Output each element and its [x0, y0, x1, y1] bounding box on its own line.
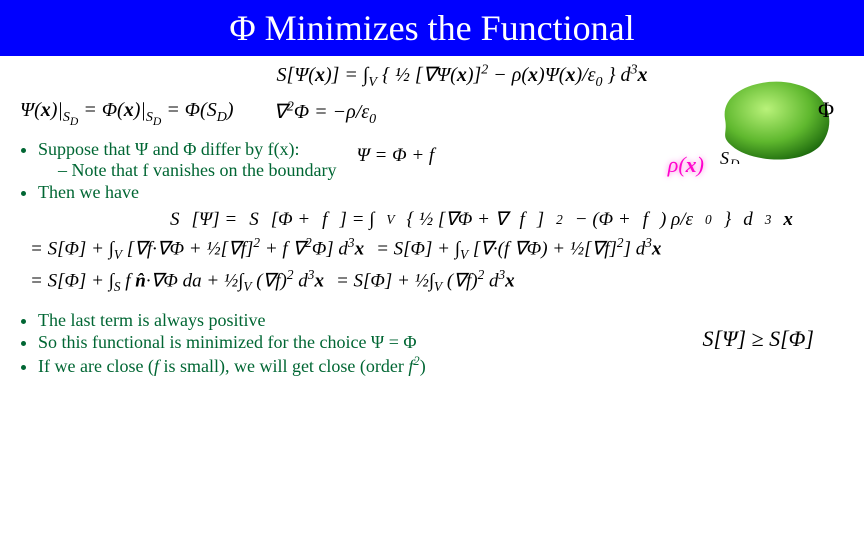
title-bar: Φ Minimizes the Functional	[0, 0, 864, 56]
svg-text:D: D	[729, 156, 740, 164]
eq-expand-3: = S[Φ] + ∫S f n̂·∇Φ da + ½∫V (∇f)2 d3x =…	[30, 267, 844, 295]
eq-inequality: S[Ψ] ≥ S[Φ]	[702, 326, 814, 352]
eq-expand-2a: = S[Φ] + ∫V [∇f·∇Φ + ½[∇f]2 + f ∇2Φ] d3x	[30, 235, 364, 263]
bullet-positive: The last term is always positive	[38, 310, 426, 331]
eq-expand-1: S[Ψ] = S[Φ + f] = ∫V { ½ [∇Φ + ∇f]2 − (Φ…	[170, 208, 844, 231]
eq-expand-2: = S[Φ] + ∫V [∇f·∇Φ + ½[∇f]2 + f ∇2Φ] d3x…	[30, 235, 844, 263]
eq-psi-phi-f: Ψ = Φ + f	[356, 145, 434, 167]
slide-title: Φ Minimizes the Functional	[229, 7, 634, 49]
rho-source: ρ(x)	[668, 152, 704, 178]
eq-expand-3a: = S[Φ] + ∫S f n̂·∇Φ da + ½∫V (∇f)2 d3x	[30, 267, 324, 295]
eq-expand-3b: = S[Φ] + ½∫V (∇f)2 d3x	[336, 267, 515, 295]
bullet-close: If we are close (f is small), we will ge…	[38, 354, 426, 377]
svg-text:Φ: Φ	[818, 97, 834, 122]
bullet-suppose: Suppose that Ψ and Φ differ by f(x): – N…	[38, 139, 336, 181]
bullet-minimized: So this functional is minimized for the …	[38, 332, 426, 353]
region-blob: S D Φ	[710, 74, 840, 164]
bullets-block-2: The last term is always positive So this…	[20, 309, 426, 378]
eq-expand-2b: = S[Φ] + ∫V [∇·(f ∇Φ) + ½[∇f]2] d3x	[376, 235, 661, 263]
svg-text:S: S	[720, 148, 729, 164]
bullet-sub-vanishes: – Note that f vanishes on the boundary	[58, 160, 336, 181]
bullet-suppose-text: Suppose that Ψ and Φ differ by f(x):	[38, 139, 300, 159]
eq-boundary: Ψ(x)|SD = Φ(x)|SD = Φ(SD)	[20, 99, 234, 128]
eq-poisson: ∇2Φ = −ρ/ε0	[274, 99, 377, 128]
bullet-then: Then we have	[38, 182, 336, 203]
bottom-row: The last term is always positive So this…	[20, 299, 844, 378]
